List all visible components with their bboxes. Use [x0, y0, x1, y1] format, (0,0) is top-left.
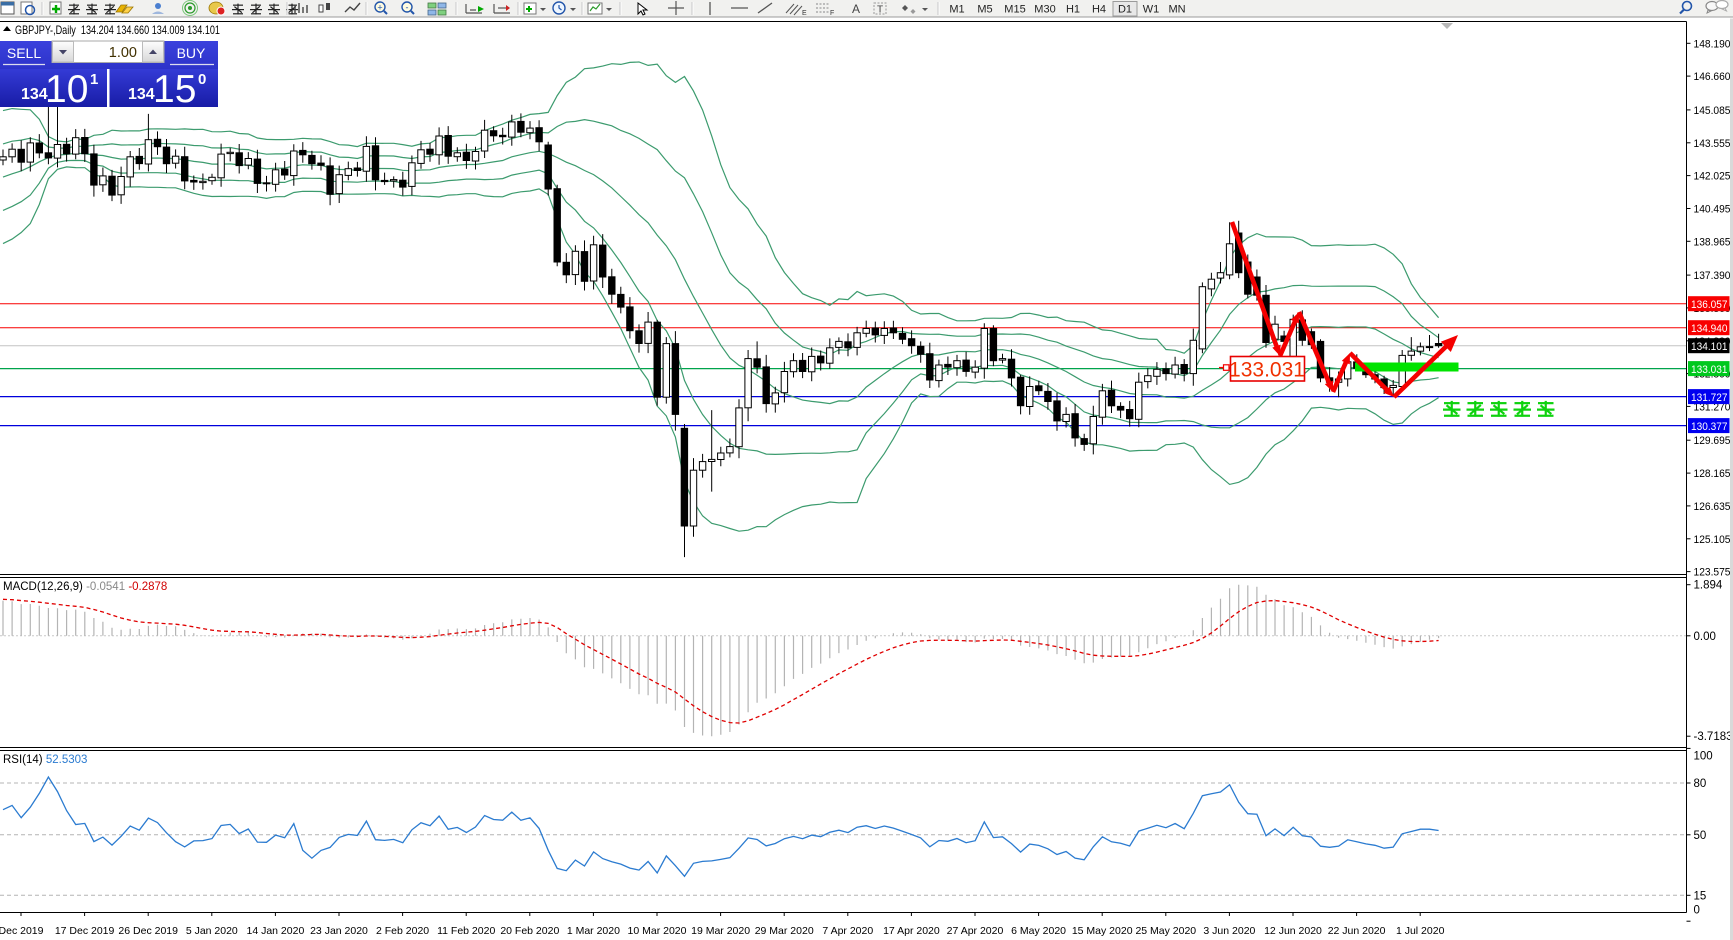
svg-text:11 Feb 2020: 11 Feb 2020 — [437, 925, 495, 937]
svg-text:145.085: 145.085 — [1694, 105, 1731, 117]
svg-text:1.00: 1.00 — [109, 45, 137, 61]
svg-text:50: 50 — [1694, 830, 1707, 842]
svg-text:D1: D1 — [1118, 4, 1132, 16]
svg-text:M15: M15 — [1004, 4, 1025, 16]
svg-text:T: T — [877, 5, 883, 16]
svg-text:17 Apr 2020: 17 Apr 2020 — [883, 925, 940, 937]
svg-text:134.101: 134.101 — [1691, 341, 1728, 353]
svg-text:131.270: 131.270 — [1694, 401, 1731, 413]
svg-text:17 Dec 2019: 17 Dec 2019 — [55, 925, 115, 937]
svg-text:19 Mar 2020: 19 Mar 2020 — [691, 925, 750, 937]
svg-text:125.105: 125.105 — [1694, 534, 1731, 546]
svg-text:-: - — [406, 3, 409, 13]
svg-text:A: A — [852, 2, 860, 16]
svg-text:10 Mar 2020: 10 Mar 2020 — [628, 925, 687, 937]
svg-text:100: 100 — [1694, 751, 1713, 763]
svg-text:29 Mar 2020: 29 Mar 2020 — [755, 925, 814, 937]
svg-text:M30: M30 — [1034, 4, 1055, 16]
svg-text:+: + — [377, 3, 382, 13]
svg-text:M1: M1 — [949, 4, 964, 16]
svg-text:F: F — [830, 10, 834, 17]
svg-text:23 Jan 2020: 23 Jan 2020 — [310, 925, 368, 937]
svg-text:GBPJPY-,Daily 134.204 134.660: GBPJPY-,Daily 134.204 134.660 134.009 13… — [15, 23, 220, 37]
svg-text:27 Apr 2020: 27 Apr 2020 — [947, 925, 1004, 937]
svg-text:MN: MN — [1168, 4, 1185, 16]
svg-text:E: E — [802, 10, 807, 17]
svg-text:6 May 2020: 6 May 2020 — [1011, 925, 1066, 937]
svg-text:W1: W1 — [1143, 4, 1160, 16]
svg-text:20 Feb 2020: 20 Feb 2020 — [500, 925, 559, 937]
svg-text:134: 134 — [21, 86, 48, 103]
svg-text:140.495: 140.495 — [1694, 204, 1731, 216]
svg-text:134.940: 134.940 — [1691, 323, 1728, 335]
svg-text:146.660: 146.660 — [1694, 71, 1731, 83]
svg-text:3 Jun 2020: 3 Jun 2020 — [1203, 925, 1255, 937]
svg-text:H1: H1 — [1066, 4, 1080, 16]
svg-text:BUY: BUY — [177, 45, 206, 61]
svg-text:25 May 2020: 25 May 2020 — [1135, 925, 1196, 937]
svg-text:14 Jan 2020: 14 Jan 2020 — [246, 925, 304, 937]
svg-text:Dec 2019: Dec 2019 — [0, 925, 44, 937]
svg-text:26 Dec 2019: 26 Dec 2019 — [118, 925, 178, 937]
svg-text:134: 134 — [128, 86, 155, 103]
svg-text:0: 0 — [198, 71, 206, 88]
svg-text:15: 15 — [1694, 890, 1707, 902]
svg-text:M5: M5 — [977, 4, 992, 16]
svg-text:133.031: 133.031 — [1691, 364, 1728, 376]
svg-text:15: 15 — [153, 68, 196, 111]
svg-text:MACD(12,26,9) -0.0541 -0.2878: MACD(12,26,9) -0.0541 -0.2878 — [3, 581, 167, 593]
svg-text:1 Jul 2020: 1 Jul 2020 — [1396, 925, 1445, 937]
svg-text:138.965: 138.965 — [1694, 236, 1731, 248]
svg-text:12 Jun 2020: 12 Jun 2020 — [1264, 925, 1322, 937]
svg-text:22 Jun 2020: 22 Jun 2020 — [1328, 925, 1386, 937]
svg-text:RSI(14) 52.5303: RSI(14) 52.5303 — [3, 754, 87, 766]
svg-text:123.575: 123.575 — [1694, 567, 1731, 579]
svg-text:0: 0 — [1694, 905, 1700, 917]
svg-text:5 Jan 2020: 5 Jan 2020 — [186, 925, 238, 937]
svg-text:128.165: 128.165 — [1694, 468, 1731, 480]
svg-text:1 Mar 2020: 1 Mar 2020 — [567, 925, 620, 937]
svg-text:126.635: 126.635 — [1694, 501, 1731, 513]
svg-text:143.555: 143.555 — [1694, 138, 1731, 150]
svg-text:148.190: 148.190 — [1694, 38, 1731, 50]
svg-text:129.695: 129.695 — [1694, 435, 1731, 447]
svg-text:1: 1 — [90, 71, 98, 88]
svg-text:SELL: SELL — [7, 45, 41, 61]
svg-text:142.025: 142.025 — [1694, 171, 1731, 183]
svg-text:136.057: 136.057 — [1691, 299, 1728, 311]
svg-text:7 Apr 2020: 7 Apr 2020 — [822, 925, 873, 937]
svg-text:10: 10 — [45, 68, 88, 111]
svg-text:80: 80 — [1694, 778, 1707, 790]
svg-text:-3.7183: -3.7183 — [1694, 731, 1733, 743]
svg-text:H4: H4 — [1092, 4, 1106, 16]
svg-text:137.390: 137.390 — [1694, 270, 1731, 282]
svg-text:0.00: 0.00 — [1694, 631, 1716, 643]
svg-text:131.727: 131.727 — [1691, 392, 1728, 404]
svg-text:133.031: 133.031 — [1229, 359, 1305, 382]
svg-text:1.894: 1.894 — [1694, 580, 1723, 592]
svg-text:2 Feb 2020: 2 Feb 2020 — [376, 925, 429, 937]
svg-text:130.377: 130.377 — [1691, 421, 1728, 433]
svg-text:15 May 2020: 15 May 2020 — [1072, 925, 1133, 937]
